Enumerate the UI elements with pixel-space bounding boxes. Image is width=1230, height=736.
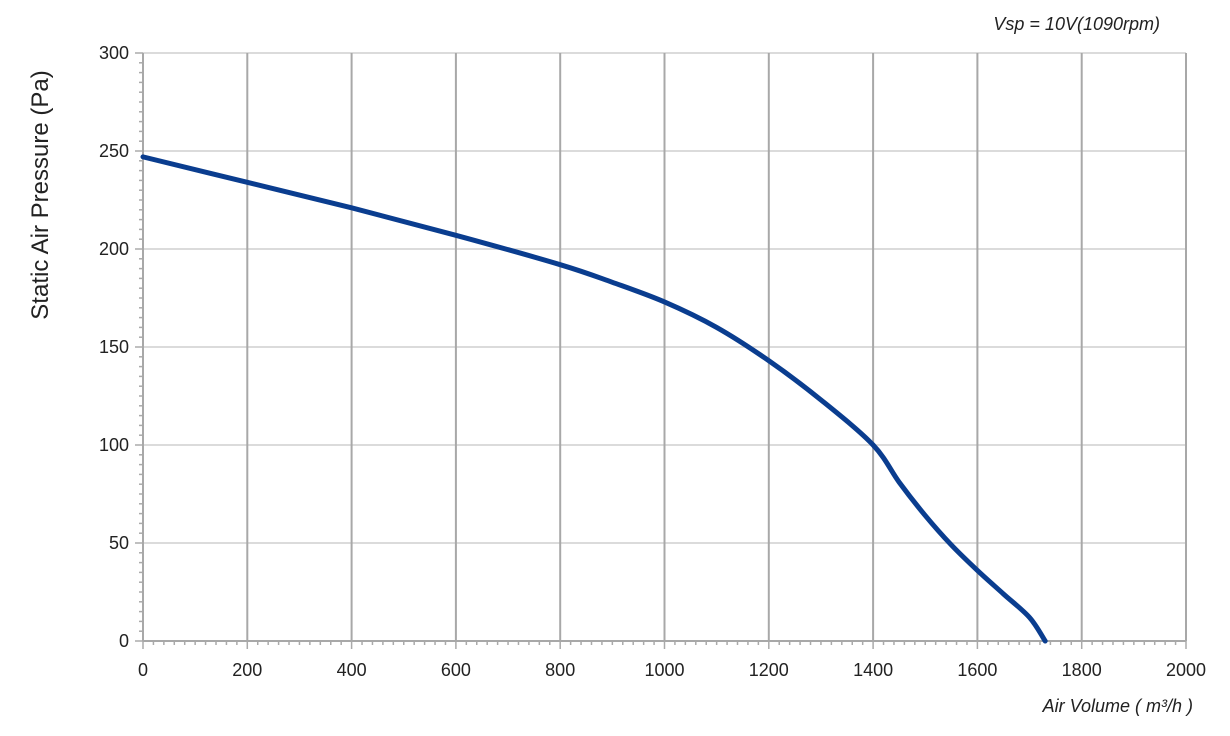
grid-lines [143,52,1187,641]
x-tick-label: 1800 [1062,660,1102,680]
minor-ticks [135,52,1187,649]
x-tick-label: 1000 [644,660,684,680]
x-tick-label: 0 [138,660,148,680]
y-tick-label: 100 [99,435,129,455]
x-tick-label: 2000 [1166,660,1206,680]
axes [142,53,1186,642]
x-tick-labels: 0 200 400 600 800 1000 1200 1400 1600 1800 2000 [138,660,1206,680]
x-tick-label: 1200 [749,660,789,680]
y-tick-label: 250 [99,141,129,161]
y-tick-label: 300 [99,43,129,63]
y-tick-label: 150 [99,337,129,357]
pressure-curve [140,154,1048,644]
x-tick-label: 800 [545,660,575,680]
x-tick-label: 200 [232,660,262,680]
x-tick-label: 600 [441,660,471,680]
y-tick-labels: 0 50 100 150 200 250 300 [99,43,129,651]
y-tick-label: 50 [109,533,129,553]
x-axis-label: Air Volume ( m³/h ) [1042,696,1193,716]
x-tick-label: 400 [337,660,367,680]
series-group [140,154,1048,644]
y-tick-label: 200 [99,239,129,259]
x-tick-label: 1400 [853,660,893,680]
x-tick-label: 1600 [957,660,997,680]
y-tick-label: 0 [119,631,129,651]
speed-annotation: Vsp = 10V(1090rpm) [993,14,1160,34]
y-axis-label: Static Air Pressure (Pa) [27,70,54,319]
